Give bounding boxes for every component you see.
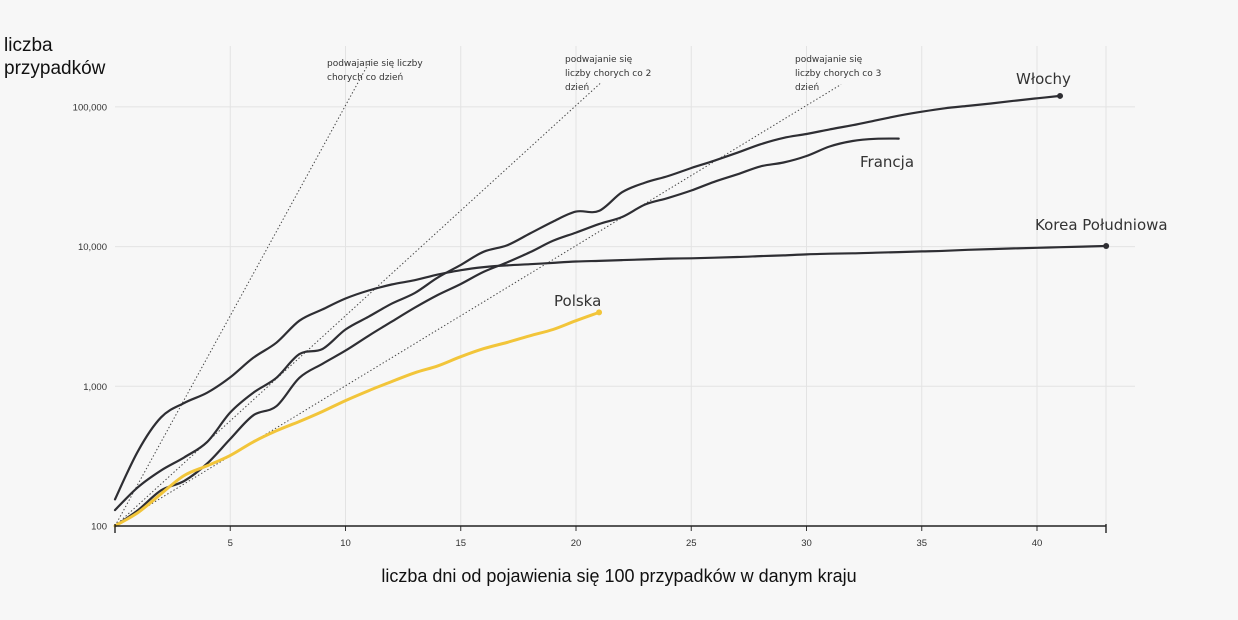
y-axis-label: liczba przypadków — [4, 35, 106, 79]
y-tick-label: 100,000 — [73, 102, 107, 113]
series-end-marker-korea-po-udniowa — [1103, 242, 1110, 249]
series-labels: Włochy Francja Korea Południowa Polska — [554, 70, 1168, 310]
x-tick-label: 5 — [228, 538, 233, 549]
series-line-francja — [113, 137, 900, 528]
x-tick-label: 30 — [801, 538, 812, 549]
x-tick-label: 35 — [916, 538, 927, 549]
y-tick-label: 100 — [91, 522, 107, 533]
x-axis-label: liczba dni od pojawienia się 100 przypad… — [381, 566, 857, 586]
doubling-annotation: podwajanie się liczby chorych co dzień — [327, 59, 423, 83]
series-label-korea-po-udniowa: Korea Południowa — [1035, 216, 1168, 234]
series-lines — [113, 92, 1110, 528]
series-label-francja: Francja — [860, 153, 914, 171]
doubling-line — [114, 58, 372, 527]
grid — [115, 46, 1135, 526]
axes: 5 10 15 20 25 30 35 40 100 1,000 10,000 100,000 — [73, 102, 1107, 549]
series-line-polska — [113, 310, 601, 528]
series-label-w-ochy: Włochy — [1016, 70, 1071, 88]
y-tick-label: 10,000 — [78, 242, 107, 253]
series-end-marker-polska — [596, 309, 603, 316]
series-line-korea-po-udniowa — [113, 244, 1108, 501]
x-tick-label: 20 — [571, 538, 582, 549]
y-tick-label: 1,000 — [83, 382, 107, 393]
doubling-annotation: podwajanie się liczby chorych co 3 dzień — [795, 55, 881, 93]
x-tick-label: 40 — [1032, 538, 1043, 549]
series-line-w-ochy — [113, 94, 1062, 512]
series-end-marker-w-ochy — [1057, 92, 1064, 99]
x-tick-label: 10 — [340, 538, 351, 549]
series-label-polska: Polska — [554, 292, 601, 310]
x-tick-label: 15 — [455, 538, 466, 549]
x-tick-label: 25 — [686, 538, 697, 549]
doubling-annotation: podwajanie się liczby chorych co 2 dzień — [565, 55, 651, 93]
doubling-line — [114, 81, 602, 527]
